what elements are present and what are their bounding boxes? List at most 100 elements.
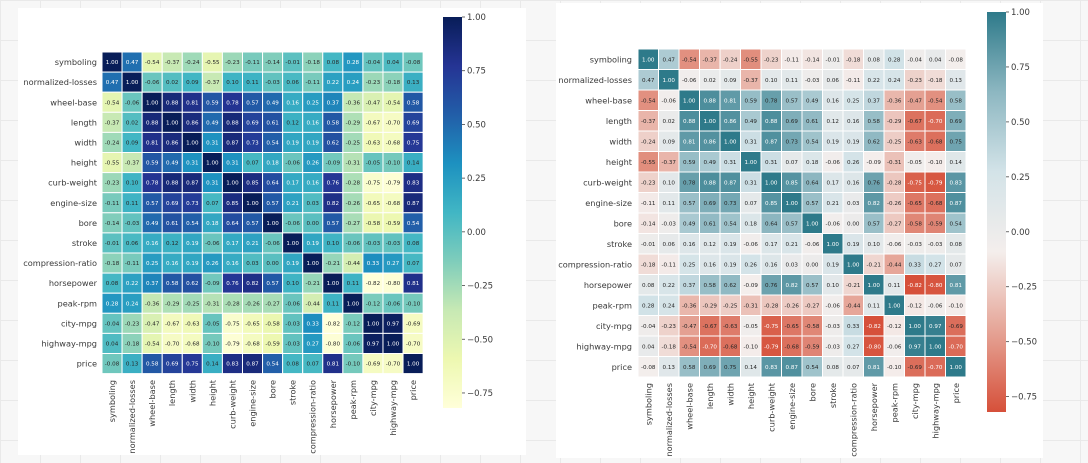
cell-value-label: 0.88 — [704, 180, 717, 186]
cell-value-label: -0.36 — [145, 301, 160, 307]
cell-value-label: 1.00 — [745, 160, 758, 166]
x-axis-label: height — [746, 382, 756, 409]
cell-value-label: 0.10 — [327, 241, 340, 247]
cell-value-label: 0.69 — [246, 120, 259, 126]
cell-value-label: -0.68 — [386, 140, 401, 146]
cell-value-label: -0.11 — [785, 57, 800, 63]
cell-value-label: 1.00 — [347, 301, 360, 307]
cell-value-label: 0.12 — [704, 242, 716, 248]
cell-value-label: 0.69 — [950, 119, 963, 125]
cell-value-label: -0.68 — [185, 341, 200, 347]
cell-value-label: -0.44 — [346, 261, 361, 267]
cell-value-label: 0.16 — [827, 98, 840, 104]
colorbar-tick-label: 1.00 — [467, 13, 486, 23]
colorbar-tick-label: 0.00 — [467, 228, 486, 238]
cell-value-label: 0.21 — [786, 242, 799, 248]
colorbar-tick-label: 0.50 — [1011, 118, 1030, 128]
cell-value-label: -0.59 — [928, 221, 943, 227]
cell-value-label: 1.00 — [246, 201, 259, 207]
cell-value-label: 0.26 — [847, 160, 860, 166]
cell-value-label: -0.26 — [887, 201, 902, 207]
colorbar-tick-label: −0.75 — [467, 389, 493, 399]
cell-value-label: 0.85 — [786, 180, 799, 186]
cell-value-label: 0.11 — [663, 201, 676, 207]
cell-value-label: -0.55 — [105, 161, 120, 167]
y-axis-label: compression-ratio — [23, 258, 97, 268]
cell-value-label: 0.09 — [663, 139, 676, 145]
cell-value-label: 0.16 — [847, 119, 860, 125]
cell-value-label: 0.49 — [266, 100, 279, 106]
cell-value-label: 0.02 — [704, 78, 716, 84]
cell-value-label: -0.08 — [105, 362, 120, 368]
cell-value-label: 0.10 — [765, 78, 778, 84]
cell-value-label: -0.37 — [105, 120, 120, 126]
cell-value-label: 0.61 — [806, 119, 819, 125]
cell-value-label: 0.08 — [286, 362, 299, 368]
cell-value-label: 0.19 — [186, 261, 199, 267]
cell-value-label: -0.79 — [386, 181, 401, 187]
cell-value-label: -0.21 — [305, 281, 320, 287]
cell-value-label: 0.18 — [266, 161, 279, 167]
cell-value-label: -0.75 — [225, 321, 240, 327]
cell-value-label: -0.03 — [928, 242, 943, 248]
cell-value-label: 0.57 — [246, 100, 259, 106]
cell-value-label: 0.58 — [146, 362, 159, 368]
cell-value-label: 0.12 — [166, 241, 178, 247]
cell-value-label: 0.31 — [745, 139, 758, 145]
cell-value-label: 0.37 — [146, 281, 159, 287]
cell-value-label: 0.08 — [106, 281, 119, 287]
cell-value-label: -0.10 — [928, 160, 943, 166]
cell-value-label: 0.81 — [186, 100, 199, 106]
cell-value-label: 0.10 — [126, 181, 139, 187]
cell-value-label: -0.80 — [386, 281, 401, 287]
right-heatmap: 1.00 0.47 -0.54 -0.37 -0.24 -0.55 -0.23 -0.11 -0… — [558, 8, 1037, 457]
cell-value-label: -0.80 — [867, 344, 882, 350]
cell-value-label: -0.36 — [346, 100, 361, 106]
cell-value-label: -0.24 — [723, 57, 738, 63]
y-axis-label: symboling — [590, 54, 632, 64]
cell-value-label: -0.27 — [805, 303, 820, 309]
cell-value-label: 0.58 — [407, 100, 420, 106]
cell-value-label: -0.23 — [366, 80, 381, 86]
cell-value-label: -0.37 — [641, 119, 656, 125]
cell-value-label: 0.97 — [909, 344, 922, 350]
cell-value-label: -0.65 — [366, 201, 381, 207]
x-axis-label: bore — [807, 383, 817, 401]
cell-value-label: -0.06 — [145, 80, 160, 86]
cell-value-label: -0.10 — [949, 303, 964, 309]
cell-value-label: 0.19 — [307, 241, 320, 247]
cell-value-label: -0.18 — [662, 344, 677, 350]
cell-value-label: 0.49 — [704, 160, 717, 166]
cell-value-label: -0.18 — [641, 262, 656, 268]
cell-value-label: 0.49 — [745, 119, 758, 125]
cell-value-label: 0.76 — [327, 181, 340, 187]
cell-value-label: 1.00 — [307, 261, 320, 267]
cell-value-label: 0.88 — [226, 120, 239, 126]
cell-value-label: -0.06 — [887, 242, 902, 248]
cell-value-label: -0.26 — [245, 301, 260, 307]
cell-value-label: 0.24 — [347, 80, 360, 86]
y-axis-label: compression-ratio — [558, 259, 632, 269]
cell-value-label: 0.08 — [642, 283, 655, 289]
y-axis-label: length — [606, 116, 632, 126]
cell-value-label: 0.59 — [745, 98, 758, 104]
cell-value-label: 0.57 — [786, 221, 799, 227]
cell-value-label: 0.62 — [327, 140, 339, 146]
y-axis-label: bore — [79, 218, 97, 228]
cell-value-label: 0.47 — [106, 80, 119, 86]
cell-value-label: -0.70 — [703, 344, 718, 350]
cell-value-label: -0.01 — [105, 241, 120, 247]
cell-value-label: 0.04 — [642, 344, 655, 350]
cell-value-label: 1.00 — [724, 139, 737, 145]
cell-value-label: 0.64 — [806, 180, 819, 186]
cell-value-label: -0.08 — [949, 57, 964, 63]
cell-value-label: 0.85 — [765, 201, 778, 207]
cell-value-label: 0.13 — [126, 362, 139, 368]
cell-value-label: -0.09 — [744, 283, 759, 289]
cell-value-label: -0.54 — [386, 100, 401, 106]
cell-value-label: 0.75 — [186, 362, 199, 368]
colorbar-tick-label: 0.25 — [1011, 173, 1030, 183]
cell-value-label: 0.49 — [806, 98, 819, 104]
cell-value-label: -0.01 — [641, 242, 656, 248]
